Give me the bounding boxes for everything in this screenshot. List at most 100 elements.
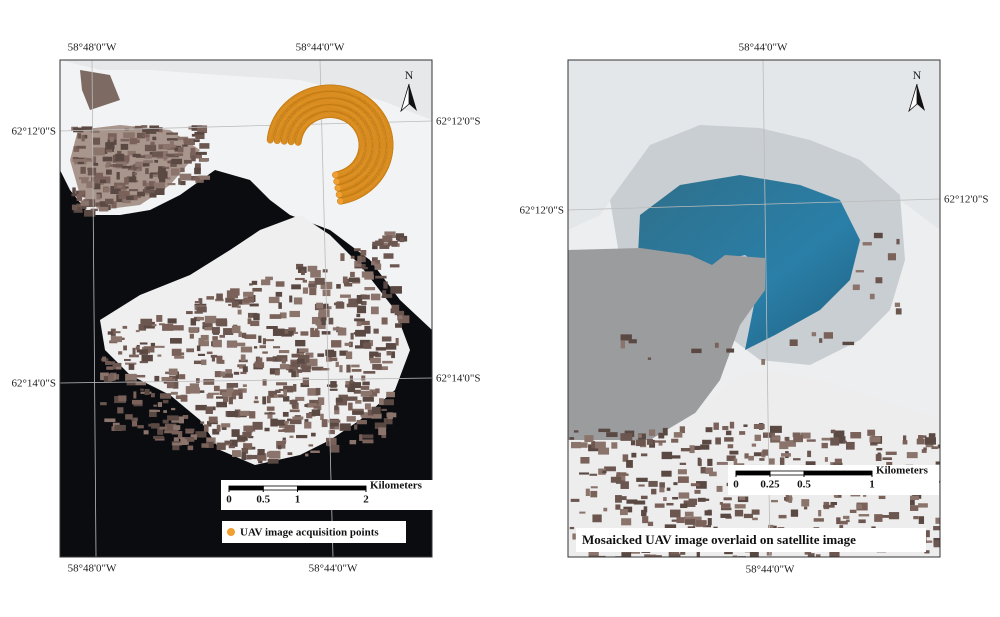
- rock-outcrop: [330, 444, 340, 453]
- rock-outcrop: [371, 257, 378, 265]
- rock-outcrop: [579, 511, 586, 514]
- rock-outcrop: [166, 153, 175, 157]
- rock-outcrop: [620, 433, 633, 441]
- rock-outcrop: [874, 514, 883, 522]
- rock-outcrop: [200, 421, 205, 424]
- rock-outcrop: [855, 270, 864, 273]
- rock-outcrop: [93, 183, 101, 190]
- rock-outcrop: [648, 480, 658, 487]
- rock-outcrop: [93, 137, 101, 145]
- rock-outcrop: [320, 318, 326, 326]
- rock-outcrop: [739, 431, 746, 435]
- rock-outcrop: [182, 144, 188, 147]
- rock-outcrop: [266, 326, 278, 329]
- rock-outcrop: [922, 530, 930, 538]
- rock-outcrop: [133, 391, 137, 399]
- rock-outcrop: [189, 383, 200, 389]
- rock-outcrop: [894, 302, 901, 307]
- rock-outcrop: [187, 445, 194, 451]
- rock-outcrop: [921, 449, 927, 453]
- rock-outcrop: [166, 380, 174, 389]
- rock-outcrop: [106, 361, 116, 365]
- rock-outcrop: [291, 353, 300, 358]
- rock-outcrop: [823, 332, 833, 339]
- rock-outcrop: [125, 362, 137, 365]
- rock-outcrop: [644, 554, 651, 557]
- rock-outcrop: [250, 454, 263, 460]
- rock-outcrop: [96, 194, 101, 200]
- rock-outcrop: [122, 182, 126, 190]
- rock-outcrop: [359, 434, 363, 441]
- rock-outcrop: [761, 359, 766, 365]
- rock-outcrop: [168, 144, 177, 148]
- latitude-label: 62°12'0"S: [520, 205, 565, 217]
- rock-outcrop: [198, 175, 211, 180]
- rock-outcrop: [135, 139, 140, 143]
- rock-outcrop: [913, 516, 919, 520]
- rock-outcrop: [152, 174, 161, 177]
- rock-outcrop: [248, 436, 254, 439]
- rock-outcrop: [178, 178, 182, 185]
- rock-outcrop: [189, 327, 199, 333]
- rock-outcrop: [106, 366, 114, 370]
- rock-outcrop: [149, 409, 160, 412]
- rock-outcrop: [311, 316, 322, 325]
- rock-outcrop: [293, 369, 299, 378]
- rock-outcrop: [704, 510, 712, 516]
- rock-outcrop: [159, 176, 166, 183]
- rock-outcrop: [369, 351, 379, 357]
- rock-outcrop: [723, 497, 732, 501]
- rock-outcrop: [590, 486, 598, 489]
- rock-outcrop: [177, 146, 184, 153]
- rock-outcrop: [116, 172, 120, 180]
- rock-outcrop: [257, 453, 267, 461]
- rock-outcrop: [871, 526, 876, 529]
- rock-outcrop: [326, 355, 333, 362]
- rock-outcrop: [194, 311, 203, 314]
- rock-outcrop: [194, 167, 201, 175]
- rock-outcrop: [92, 156, 97, 164]
- rock-outcrop: [253, 346, 258, 349]
- rock-outcrop: [311, 432, 316, 437]
- rock-outcrop: [141, 125, 148, 128]
- rock-outcrop: [162, 323, 174, 331]
- rock-outcrop: [360, 294, 370, 300]
- rock-outcrop: [190, 318, 197, 326]
- rock-outcrop: [241, 452, 247, 461]
- rock-outcrop: [242, 366, 248, 373]
- rock-outcrop: [838, 436, 846, 444]
- rock-outcrop: [81, 178, 89, 184]
- rock-outcrop: [102, 156, 113, 162]
- rock-outcrop: [779, 457, 785, 465]
- rock-outcrop: [150, 172, 158, 175]
- rock-outcrop: [779, 441, 789, 450]
- rock-outcrop: [339, 365, 343, 373]
- rock-outcrop: [122, 198, 131, 204]
- rock-outcrop: [729, 450, 739, 455]
- rock-outcrop: [362, 266, 368, 270]
- rock-outcrop: [221, 425, 227, 430]
- acquisition-point: [332, 171, 340, 179]
- rock-outcrop: [166, 145, 179, 150]
- rock-outcrop: [146, 131, 157, 134]
- rock-outcrop: [571, 441, 581, 449]
- rock-outcrop: [895, 308, 902, 315]
- rock-outcrop: [205, 441, 214, 449]
- rock-outcrop: [830, 501, 838, 506]
- rock-outcrop: [356, 319, 362, 327]
- rock-outcrop: [925, 444, 934, 448]
- rock-outcrop: [247, 312, 258, 318]
- rock-outcrop: [695, 520, 707, 527]
- rock-outcrop: [676, 517, 685, 524]
- rock-outcrop: [615, 504, 621, 510]
- rock-outcrop: [818, 509, 822, 517]
- rock-outcrop: [174, 145, 181, 152]
- rock-outcrop: [873, 232, 883, 239]
- rock-outcrop: [733, 458, 738, 467]
- rock-outcrop: [196, 316, 204, 321]
- rock-outcrop: [610, 476, 622, 483]
- rock-outcrop: [885, 451, 897, 455]
- rock-outcrop: [223, 389, 229, 395]
- rock-outcrop: [638, 484, 645, 487]
